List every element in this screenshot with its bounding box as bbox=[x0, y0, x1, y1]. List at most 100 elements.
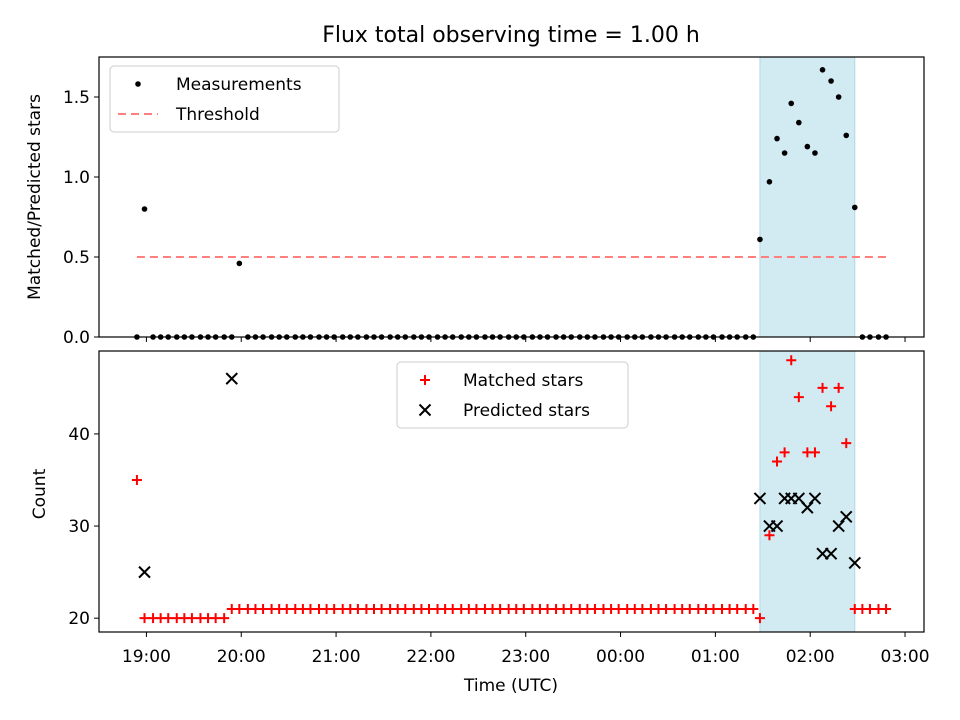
bottom-predicted-stars-point bbox=[770, 519, 784, 533]
top-measurements-point bbox=[796, 119, 802, 126]
bottom-matched-stars-point bbox=[589, 603, 600, 614]
bottom-matched-stars-point bbox=[281, 603, 292, 614]
bottom-legend-predicted-stars-label: Predicted stars bbox=[463, 401, 590, 421]
bottom-matched-stars-point bbox=[684, 603, 695, 614]
bottom-legend-box bbox=[396, 361, 629, 429]
bottom-matched-stars-point bbox=[186, 613, 197, 624]
bottom-axes-frame bbox=[98, 350, 925, 633]
bottom-matched-stars-point bbox=[495, 603, 506, 614]
bottom-matched-stars-point bbox=[708, 603, 719, 614]
bottom-matched-stars-point bbox=[772, 456, 783, 467]
bottom-legend-matched-stars-swatch bbox=[420, 375, 430, 385]
top-measurements-point bbox=[757, 236, 763, 243]
bottom-matched-stars-point bbox=[139, 613, 150, 624]
top-measurements-point bbox=[819, 67, 826, 73]
bottom-matched-stars-point bbox=[748, 603, 759, 614]
top-legend-box bbox=[109, 65, 340, 133]
bottom-predicted-stars-point bbox=[753, 492, 767, 505]
bottom-predicted-stars-point bbox=[840, 510, 853, 524]
top-legend-threshold-label: Threshold bbox=[175, 105, 260, 125]
top-measurements-point bbox=[781, 150, 788, 156]
bottom-panel: 20 30 40 19:00 20:00 21:00 22:00 23:00 00:00 01:0… bbox=[68, 350, 930, 667]
bottom-x-tick-label: 19:00 bbox=[122, 647, 171, 667]
bottom-matched-stars-point bbox=[793, 392, 804, 403]
bottom-matched-stars-point bbox=[754, 613, 765, 624]
bottom-matched-stars-point bbox=[329, 603, 340, 614]
bottom-matched-stars-point bbox=[732, 603, 743, 614]
top-measurements-point bbox=[843, 132, 850, 139]
bottom-matched-stars-point bbox=[566, 603, 577, 614]
top-measurements-point bbox=[774, 135, 780, 142]
top-measurements-point bbox=[236, 260, 243, 267]
x-axis-label: Time (UTC) bbox=[463, 676, 558, 696]
bottom-matched-stars-point bbox=[809, 447, 820, 458]
bottom-x-tick-label: 22:00 bbox=[406, 647, 455, 667]
bottom-x-tick-label: 23:00 bbox=[501, 647, 550, 667]
top-measurements-point bbox=[766, 179, 773, 185]
top-measurements-point bbox=[828, 78, 834, 84]
bottom-x-tick-label: 02:00 bbox=[786, 647, 835, 667]
bottom-matched-stars-point bbox=[131, 474, 142, 485]
top-measurements-point bbox=[851, 204, 858, 211]
bottom-matched-stars-point bbox=[219, 613, 230, 624]
bottom-matched-stars-point bbox=[661, 603, 672, 614]
bottom-predicted-stars-point bbox=[225, 372, 238, 385]
bottom-x-tick-label: 01:00 bbox=[691, 647, 740, 667]
top-shaded-interval bbox=[759, 56, 856, 338]
bottom-predicted-stars-point bbox=[808, 492, 822, 505]
bottom-y-axis-label: Count bbox=[30, 468, 50, 519]
bottom-y-tick-label: 20 bbox=[68, 609, 90, 629]
bottom-matched-stars-point bbox=[305, 603, 316, 614]
top-legend-measurements-swatch bbox=[135, 81, 141, 87]
bottom-predicted-stars-point bbox=[832, 519, 845, 533]
bottom-matched-stars-point bbox=[376, 603, 387, 614]
top-panel: 0.0 0.5 1.0 1.5 Measurements Threshold bbox=[63, 56, 925, 348]
bottom-predicted-stars-point bbox=[848, 556, 861, 570]
top-y-tick-label: 1.0 bbox=[63, 168, 90, 188]
bottom-predicted-stars-point bbox=[801, 501, 814, 514]
top-legend-measurements-label: Measurements bbox=[176, 75, 302, 95]
bottom-matched-stars-point bbox=[826, 401, 837, 412]
bottom-x-tick-label: 20:00 bbox=[217, 647, 266, 667]
bottom-matched-stars-point bbox=[817, 382, 828, 393]
bottom-matched-stars-point bbox=[471, 603, 482, 614]
bottom-matched-stars-point bbox=[881, 603, 892, 614]
bottom-predicted-stars-point bbox=[138, 565, 151, 579]
bottom-x-tick-label: 03:00 bbox=[881, 647, 930, 667]
bottom-matched-stars-point bbox=[234, 603, 245, 614]
chart-title: Flux total observing time = 1.00 h bbox=[322, 23, 700, 48]
bottom-matched-stars-point bbox=[637, 603, 648, 614]
top-measurements-point bbox=[812, 150, 818, 156]
bottom-matched-stars-point bbox=[258, 603, 269, 614]
bottom-matched-stars-point bbox=[841, 438, 852, 449]
bottom-matched-stars-point bbox=[518, 603, 529, 614]
bottom-predicted-stars-point bbox=[824, 547, 838, 560]
top-axes-frame bbox=[98, 56, 925, 338]
bottom-matched-stars-point bbox=[779, 447, 790, 458]
top-measurements-point bbox=[788, 100, 795, 107]
top-y-tick-label: 0.5 bbox=[63, 248, 90, 268]
top-measurements-point bbox=[141, 206, 148, 212]
bottom-matched-stars-point bbox=[424, 603, 434, 614]
top-y-tick-label: 0.0 bbox=[63, 328, 90, 348]
bottom-y-tick-label: 30 bbox=[68, 517, 90, 537]
bottom-matched-stars-point bbox=[400, 603, 411, 614]
bottom-legend-matched-stars-label: Matched stars bbox=[463, 371, 583, 391]
bottom-legend-predicted-stars-swatch bbox=[418, 403, 432, 417]
top-measurements-point bbox=[804, 143, 811, 150]
bottom-y-tick-label: 40 bbox=[68, 425, 90, 445]
bottom-matched-stars-point bbox=[864, 603, 875, 614]
bottom-matched-stars-point bbox=[542, 603, 553, 614]
top-y-axis-label: Matched/Predicted stars bbox=[25, 94, 45, 300]
bottom-matched-stars-point bbox=[210, 613, 221, 624]
bottom-matched-stars-point bbox=[833, 382, 844, 393]
bottom-shaded-interval bbox=[759, 350, 856, 633]
bottom-matched-stars-point bbox=[163, 613, 174, 624]
top-measurements-point bbox=[835, 94, 842, 100]
bottom-matched-stars-point bbox=[786, 355, 797, 366]
bottom-matched-stars-point bbox=[764, 530, 775, 541]
bottom-x-tick-label: 21:00 bbox=[312, 647, 361, 667]
bottom-matched-stars-point bbox=[613, 603, 624, 614]
top-y-tick-label: 1.5 bbox=[63, 88, 90, 108]
